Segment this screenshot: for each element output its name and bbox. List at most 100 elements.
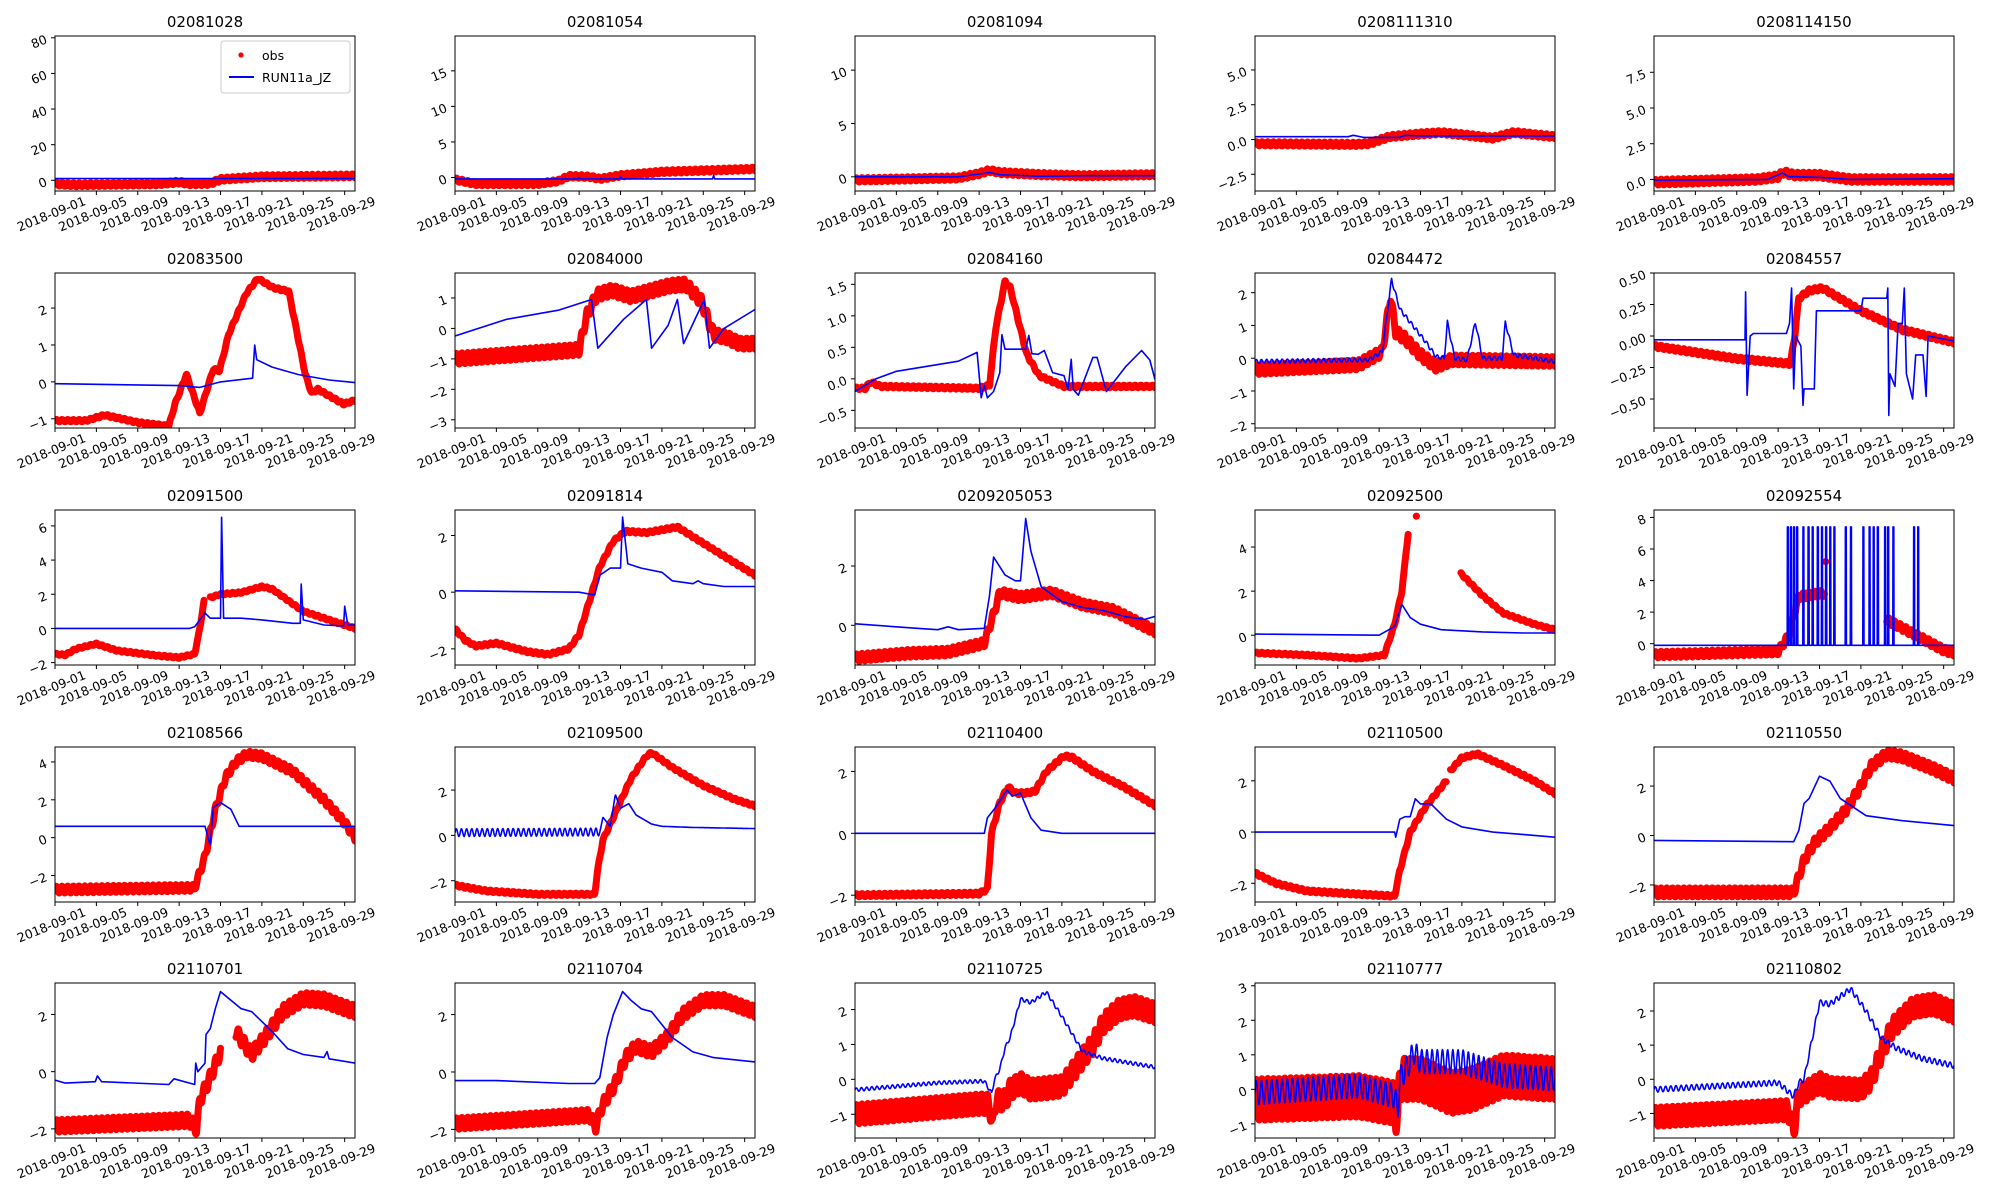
axes-frame [1653, 35, 1955, 192]
y-tick-label: −2 [26, 869, 49, 890]
axes-frame [854, 35, 1156, 192]
obs-series [1255, 530, 1412, 663]
y-tick-label: −2.5 [1215, 168, 1249, 193]
y-tick-label: 2 [1635, 1005, 1648, 1022]
y-tick-label: 60 [29, 67, 49, 87]
y-tick-label: 15 [429, 65, 449, 85]
obs-series [455, 749, 755, 899]
plot-area [1255, 749, 1555, 901]
plot-area [855, 517, 1155, 665]
model-series [855, 517, 1155, 631]
subplot-title: 02091500 [167, 487, 243, 505]
model-series [1654, 287, 1954, 417]
y-tick-label: 2 [436, 1008, 449, 1025]
y-tick-label: 4 [1236, 541, 1249, 558]
model-series [455, 990, 755, 1085]
y-tick-label: −2 [426, 875, 449, 896]
subplot-title: 02110777 [1367, 960, 1443, 978]
model-series [1255, 603, 1555, 637]
subplot-02109500: 021095002018-09-012018-09-052018-09-0920… [415, 724, 778, 945]
y-tick-label: 2 [1236, 585, 1249, 602]
obs-series [1654, 991, 1954, 1138]
y-tick-label: 4 [36, 554, 49, 571]
axes-frame [454, 982, 756, 1139]
y-tick-label: −0.5 [815, 404, 849, 429]
subplot-title: 02084472 [1367, 250, 1443, 268]
axes-frame [454, 35, 756, 192]
y-tick-label: 2 [1236, 775, 1249, 792]
subplot-02083500: 020835002018-09-012018-09-052018-09-0920… [15, 250, 378, 471]
y-tick-label: 1.5 [825, 278, 849, 299]
model-series [1654, 775, 1954, 843]
plot-area [455, 275, 755, 368]
obs-series [855, 277, 1155, 394]
obs-series [1255, 297, 1555, 378]
subplot-02091814: 020918142018-09-012018-09-052018-09-0920… [415, 487, 778, 708]
plot-area [1654, 526, 1954, 662]
obs-series [206, 582, 355, 633]
subplot-title: 02110701 [167, 960, 243, 978]
y-tick-label: 2 [36, 588, 49, 605]
obs-series [455, 522, 755, 659]
y-tick-label: 0 [836, 827, 849, 844]
subplot-02108566: 021085662018-09-012018-09-052018-09-0920… [15, 724, 378, 945]
model-series [55, 990, 355, 1086]
y-tick-label: 0 [836, 171, 849, 188]
y-tick-label: −2 [26, 1123, 49, 1144]
y-tick-label: 0 [436, 1066, 449, 1083]
subplot-02110777: 021107772018-09-012018-09-052018-09-0920… [1215, 960, 1578, 1181]
subplot-02084557: 020845572018-09-012018-09-052018-09-0920… [1607, 250, 1977, 471]
model-series [1255, 797, 1555, 839]
obs-series [855, 751, 1155, 901]
subplot-02092500: 020925002018-09-012018-09-052018-09-0920… [1215, 487, 1578, 708]
plot-area [1654, 747, 1954, 901]
y-tick-label: 5.0 [1624, 102, 1648, 123]
plot-area [1255, 277, 1555, 378]
plot-area [455, 749, 755, 899]
y-tick-label: 0 [1635, 638, 1648, 655]
y-tick-label: −2 [826, 889, 849, 910]
subplot-title: 02091814 [567, 487, 643, 505]
legend-obs-label: obs [262, 48, 284, 63]
subplot-title: 02109500 [567, 724, 643, 742]
y-tick-label: 0 [1236, 826, 1249, 843]
y-tick-label: −3 [426, 414, 449, 435]
axes-frame [1653, 982, 1955, 1139]
y-tick-label: 5 [836, 117, 849, 134]
subplot-title: 0208111310 [1357, 13, 1452, 31]
obs-series [1255, 778, 1450, 901]
model-series [855, 333, 1155, 399]
y-tick-label: −0.50 [1607, 393, 1648, 421]
axes-frame [1254, 509, 1556, 666]
y-tick-label: 1 [436, 292, 449, 309]
axes-frame [454, 509, 756, 666]
model-series [455, 516, 755, 596]
model-series [1654, 172, 1954, 181]
plot-area [1654, 986, 1954, 1138]
plot-area [55, 989, 355, 1138]
plot-area [855, 751, 1155, 901]
y-tick-label: 2 [436, 784, 449, 801]
subplot-02091500: 020915002018-09-012018-09-052018-09-0920… [15, 487, 378, 708]
axes-frame [1254, 272, 1556, 429]
axes-frame [854, 272, 1156, 429]
obs-series [455, 163, 755, 190]
model-series [855, 789, 1155, 835]
subplot-02092554: 020925542018-09-012018-09-052018-09-0920… [1614, 487, 1977, 708]
y-tick-label: 6 [1635, 543, 1648, 560]
axes-frame [1254, 982, 1556, 1139]
subplot-title: 0209205053 [957, 487, 1052, 505]
subplot-title: 02110400 [967, 724, 1043, 742]
model-series [855, 991, 1155, 1094]
plot-area [55, 275, 355, 428]
axes-frame [1653, 272, 1955, 429]
axes-frame [454, 746, 756, 903]
obs-series [232, 989, 355, 1063]
model-series [1255, 134, 1555, 139]
axes-frame [454, 272, 756, 429]
y-tick-label: 1 [36, 339, 49, 356]
y-tick-label: 2 [836, 765, 849, 782]
axes-frame [854, 509, 1156, 666]
y-tick-label: 2 [836, 560, 849, 577]
